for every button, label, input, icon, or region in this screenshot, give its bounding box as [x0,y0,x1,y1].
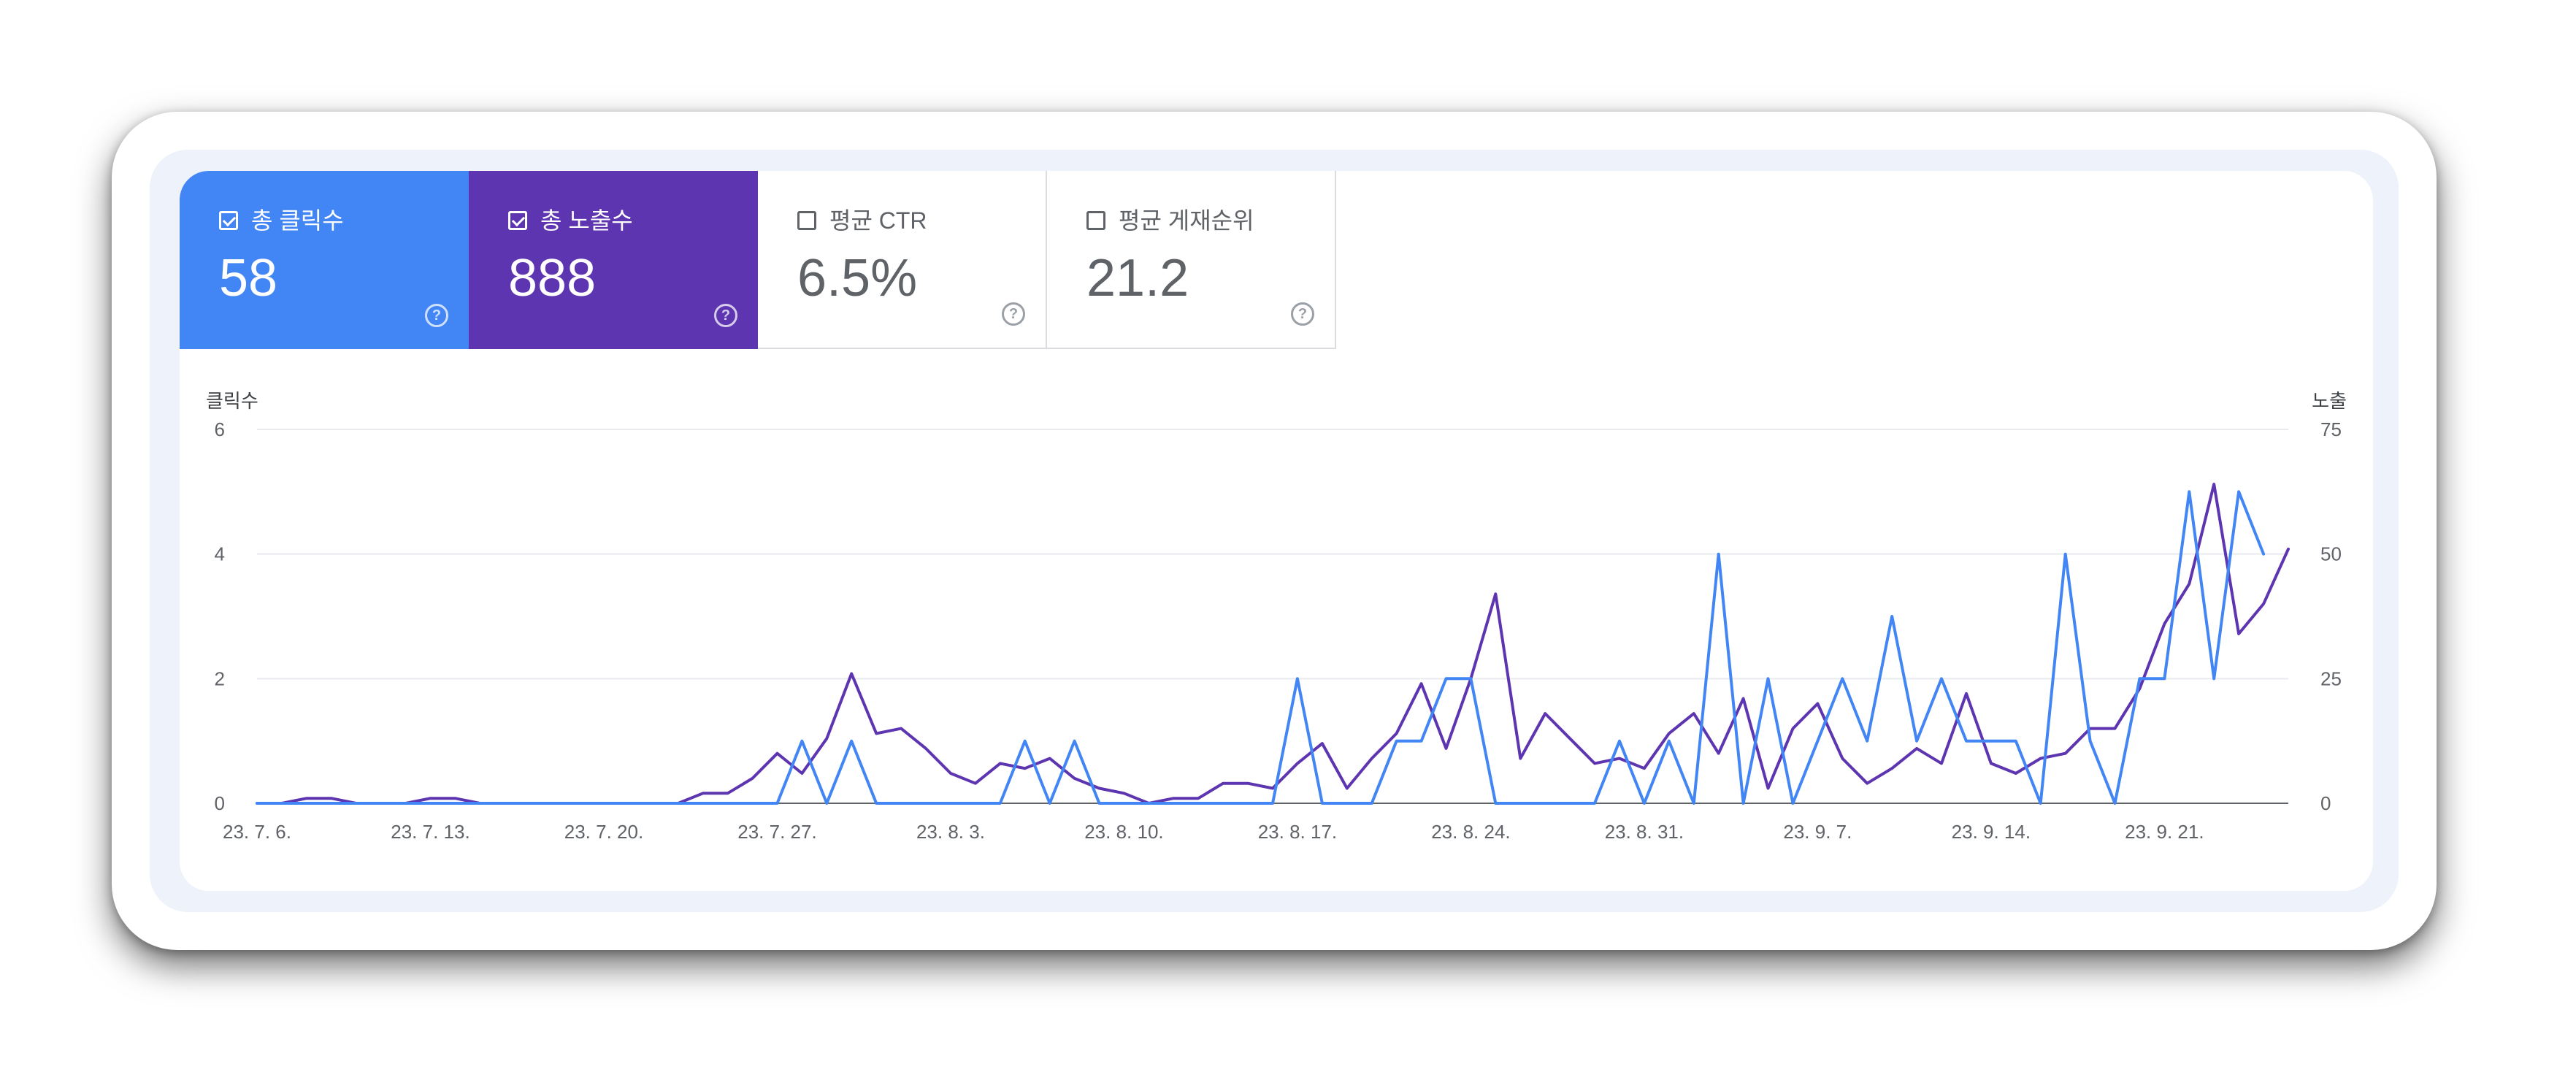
y-right-tick-label: 75 [2320,418,2342,440]
tile-average-ctr[interactable]: 평균 CTR 6.5% ? [758,171,1047,349]
y-left-tick-label: 4 [215,543,225,565]
help-circle-icon[interactable]: ? [425,304,448,327]
tile-total-impressions[interactable]: 총 노출수 888 ? [469,171,758,349]
tile-value: 888 [508,249,597,307]
x-tick-label: 23. 9. 14. [1952,821,2031,843]
chart-grid [257,429,2288,804]
tile-value: 58 [219,249,278,307]
help-circle-icon[interactable]: ? [1291,302,1314,326]
checkbox-checked-icon[interactable] [508,211,527,230]
clicks-series-line [256,490,2266,805]
x-tick-label: 23. 9. 7. [1783,821,1852,843]
tile-value: 6.5% [797,249,918,307]
x-tick-label: 23. 7. 13. [391,821,469,843]
y-right-tick-label: 50 [2320,543,2342,565]
checkbox-checked-icon[interactable] [219,211,238,230]
impressions-series-line [256,483,2290,805]
tile-label: 총 노출수 [540,207,633,234]
y-left-tick-label: 6 [215,418,225,440]
y-left-tick-label: 0 [215,792,225,814]
x-tick-label: 23. 8. 24. [1431,821,1510,843]
y-left-axis-label: 클릭수 [206,390,258,412]
help-circle-icon[interactable]: ? [714,304,737,327]
y-right-axis-label: 노출 [2312,390,2347,412]
series-lines [256,483,2290,805]
y-right-tick-label: 25 [2320,667,2342,689]
tile-value: 21.2 [1086,249,1189,307]
tile-total-clicks[interactable]: 총 클릭수 58 ? [180,171,469,349]
y-left-tick-label: 2 [215,667,225,689]
checkbox-unchecked-icon[interactable] [1086,211,1105,230]
performance-line-chart: 0 2 4 6 0 25 50 75 23. 7. 6. 23. 7. 13. 23. 7. 2… [206,390,2347,843]
x-tick-label: 23. 9. 21. [2125,821,2204,843]
x-tick-label: 23. 7. 20. [564,821,643,843]
x-tick-label: 23. 8. 3. [916,821,985,843]
tile-label: 총 클릭수 [251,207,344,234]
x-tick-label: 23. 7. 27. [737,821,816,843]
help-circle-icon[interactable]: ? [1002,302,1025,326]
x-tick-label: 23. 8. 31. [1605,821,1684,843]
tile-label: 평균 게재순위 [1119,207,1254,234]
tile-average-position[interactable]: 평균 게재순위 21.2 ? [1047,171,1336,349]
y-left-ticks: 0 2 4 6 [215,418,225,814]
y-right-tick-label: 0 [2320,792,2331,814]
x-tick-label: 23. 8. 10. [1084,821,1163,843]
x-tick-label: 23. 7. 6. [223,821,291,843]
tile-label: 평균 CTR [829,207,927,234]
x-ticks: 23. 7. 6. 23. 7. 13. 23. 7. 20. 23. 7. 27. 2… [223,821,2204,843]
checkbox-unchecked-icon[interactable] [797,211,816,230]
performance-card: 총 클릭수 58 ? 총 노출수 888 ? 평균 CTR 6.5% ? 평균 … [180,171,2373,891]
y-right-ticks: 0 25 50 75 [2320,418,2342,814]
x-tick-label: 23. 8. 17. [1258,821,1337,843]
